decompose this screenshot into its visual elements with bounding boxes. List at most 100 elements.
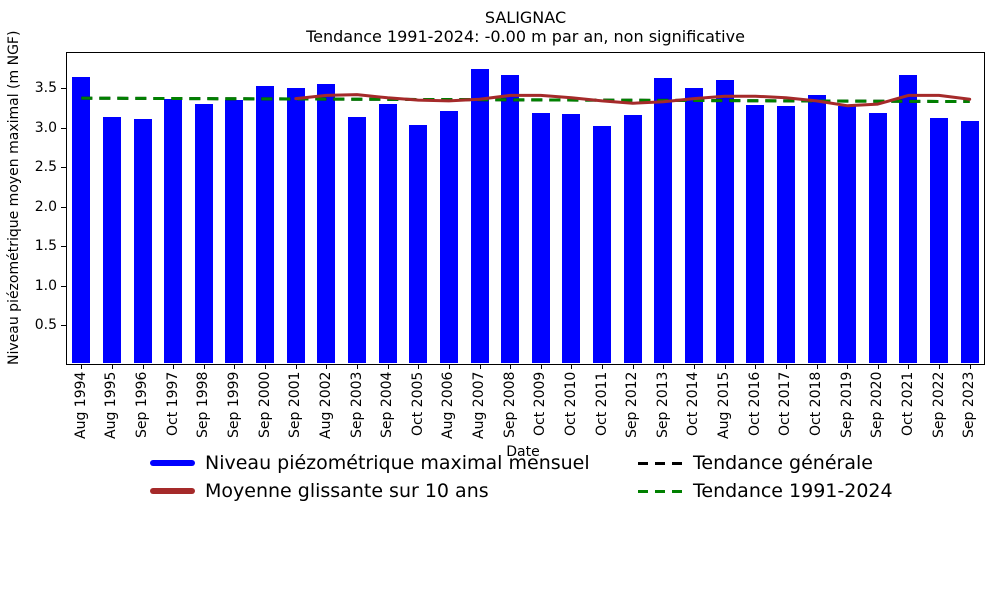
x-tick-label: Sep 2022 [930, 371, 947, 438]
x-tick-label: Oct 2016 [746, 371, 763, 436]
bar [960, 120, 979, 364]
bar [531, 112, 550, 364]
legend-item-niveau: Niveau piézométrique maximal mensuel [150, 452, 590, 474]
x-tick-mark [724, 364, 726, 369]
bar [164, 98, 183, 364]
legend-swatch-moyenne [150, 488, 195, 494]
x-tick-label: Sep 2000 [256, 371, 273, 438]
x-tick-mark [816, 364, 818, 369]
x-tick-mark [785, 364, 787, 369]
x-tick-label: Oct 2011 [593, 371, 610, 436]
y-tick-mark [61, 325, 66, 327]
bar [72, 77, 91, 364]
bar [684, 88, 703, 364]
x-tick-label: Aug 1994 [72, 371, 89, 439]
bar [868, 112, 887, 364]
legend-swatch-tendance-1991 [638, 489, 683, 493]
x-tick-label: Aug 2006 [440, 371, 457, 439]
x-tick-label: Oct 2009 [532, 371, 549, 436]
x-tick-label: Oct 2021 [899, 371, 916, 436]
x-axis-label: Date [506, 444, 540, 460]
x-tick-label: Oct 2005 [409, 371, 426, 436]
x-tick-label: Sep 2013 [654, 371, 671, 438]
x-tick-mark [81, 364, 83, 369]
x-tick-label: Aug 2007 [471, 371, 488, 439]
legend-item-tendance-1991: Tendance 1991-2024 [638, 480, 893, 502]
x-tick-label: Sep 2020 [869, 371, 886, 438]
x-tick-label: Oct 1997 [164, 371, 181, 436]
bar [501, 74, 520, 364]
legend-item-tendance-generale: Tendance générale [638, 452, 873, 474]
x-tick-mark [142, 364, 144, 369]
bar [930, 118, 949, 364]
legend-label-tendance-generale: Tendance générale [693, 452, 873, 474]
x-tick-label: Sep 1998 [195, 371, 212, 438]
bar [409, 124, 428, 364]
x-tick-label: Aug 2002 [317, 371, 334, 439]
x-tick-mark [479, 364, 481, 369]
bar [133, 119, 152, 364]
legend-swatch-niveau [150, 460, 195, 466]
x-tick-mark [693, 364, 695, 369]
x-tick-mark [234, 364, 236, 369]
x-tick-mark [448, 364, 450, 369]
y-tick-label: 1.0 [34, 277, 57, 294]
bar [838, 106, 857, 364]
bar [623, 115, 642, 364]
x-tick-mark [203, 364, 205, 369]
x-tick-label: Sep 2001 [287, 371, 304, 438]
x-tick-mark [602, 364, 604, 369]
bar [593, 126, 612, 364]
x-tick-label: Oct 2010 [562, 371, 579, 436]
x-tick-mark [939, 364, 941, 369]
x-tick-mark [847, 364, 849, 369]
x-tick-mark [418, 364, 420, 369]
x-tick-mark [265, 364, 267, 369]
bar [286, 87, 305, 364]
x-tick-label: Sep 1996 [134, 371, 151, 438]
x-tick-mark [540, 364, 542, 369]
bar [562, 114, 581, 364]
y-tick-label: 0.5 [34, 317, 57, 334]
y-tick-label: 1.5 [34, 238, 57, 255]
bar [899, 74, 918, 364]
x-tick-mark [663, 364, 665, 369]
bar [102, 117, 121, 364]
bar [378, 104, 397, 364]
y-tick-mark [61, 206, 66, 208]
x-tick-label: Aug 2015 [716, 371, 733, 439]
x-tick-mark [571, 364, 573, 369]
bar [439, 111, 458, 364]
y-tick-label: 3.0 [34, 119, 57, 136]
chart-subtitle: Tendance 1991-2024: -0.00 m par an, non … [306, 27, 745, 46]
bar [194, 104, 213, 364]
chart-title-block: SALIGNAC Tendance 1991-2024: -0.00 m par… [66, 8, 985, 46]
x-tick-mark [877, 364, 879, 369]
x-tick-label: Sep 2008 [501, 371, 518, 438]
legend-label-moyenne: Moyenne glissante sur 10 ans [205, 480, 489, 502]
x-tick-label: Sep 2012 [624, 371, 641, 438]
y-tick-label: 2.0 [34, 198, 57, 215]
legend-label-niveau: Niveau piézométrique maximal mensuel [205, 452, 590, 474]
x-tick-label: Oct 2018 [808, 371, 825, 436]
x-tick-mark [632, 364, 634, 369]
x-tick-mark [111, 364, 113, 369]
bar [317, 84, 336, 364]
plot-area [66, 52, 985, 365]
bar [776, 106, 795, 364]
x-tick-mark [326, 364, 328, 369]
y-tick-mark [61, 246, 66, 248]
x-tick-mark [357, 364, 359, 369]
bar [654, 78, 673, 364]
x-tick-mark [295, 364, 297, 369]
x-tick-mark [755, 364, 757, 369]
x-tick-label: Sep 2023 [961, 371, 978, 438]
x-tick-label: Sep 1999 [225, 371, 242, 438]
x-tick-label: Sep 2003 [348, 371, 365, 438]
bar [807, 94, 826, 364]
legend-label-tendance-1991: Tendance 1991-2024 [693, 480, 893, 502]
bar [715, 79, 734, 364]
y-tick-label: 2.5 [34, 159, 57, 176]
x-tick-mark [908, 364, 910, 369]
